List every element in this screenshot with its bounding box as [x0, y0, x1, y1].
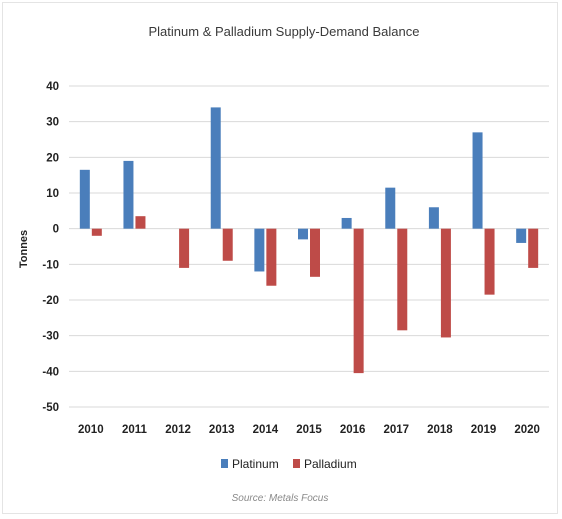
- y-tick-label: 10: [46, 188, 59, 200]
- x-tick-labels: 2010 2011 2012 2013 2014 2015 2016 2017 2018 2019…: [78, 424, 540, 436]
- x-tick-label: 2020: [514, 424, 540, 436]
- bar-palladium-2013: [222, 228, 233, 261]
- bar-platinum-2014: [254, 228, 265, 272]
- y-tick-label: 40: [46, 81, 59, 93]
- bar-palladium-2016: [353, 228, 364, 374]
- x-tick-label: 2016: [340, 424, 366, 436]
- bar-palladium-2018: [440, 228, 451, 338]
- x-tick-label: 2012: [165, 424, 191, 436]
- y-tick-label: -50: [42, 402, 59, 414]
- bar-palladium-2010: [91, 228, 102, 236]
- bar-palladium-2012: [179, 228, 190, 268]
- bar-chart: Platinum & Palladium Supply-Demand Balan…: [18, 24, 549, 504]
- x-tick-label: 2013: [209, 424, 235, 436]
- bar-platinum-2010: [79, 169, 90, 229]
- y-axis-label: Tonnes: [18, 230, 30, 268]
- x-tick-label: 2011: [122, 424, 148, 436]
- legend-label-platinum: Platinum: [232, 457, 279, 471]
- x-tick-label: 2018: [427, 424, 453, 436]
- x-tick-label: 2014: [253, 424, 279, 436]
- y-tick-label: -40: [42, 366, 59, 378]
- chart-card: Platinum & Palladium Supply-Demand Balan…: [2, 2, 558, 514]
- bar-palladium-2019: [484, 228, 495, 295]
- x-tick-label: 2010: [78, 424, 104, 436]
- bar-platinum-2017: [385, 187, 396, 229]
- bar-palladium-2015: [310, 228, 320, 277]
- chart-title: Platinum & Palladium Supply-Demand Balan…: [149, 24, 420, 39]
- bar-platinum-2013: [210, 107, 221, 229]
- y-tick-labels: 40 30 20 10 0 -10 -20 -30 -40 -50: [42, 81, 59, 414]
- bar-platinum-2020: [516, 228, 527, 243]
- x-tick-label: 2019: [471, 424, 497, 436]
- y-tick-label: 20: [46, 152, 59, 164]
- x-tick-label: 2015: [296, 424, 322, 436]
- bar-palladium-2011: [135, 216, 146, 229]
- bar-palladium-2020: [528, 228, 539, 268]
- bar-platinum-2011: [123, 160, 134, 229]
- bar-platinum-2015: [298, 228, 308, 240]
- legend-swatch-palladium: [293, 459, 300, 468]
- y-tick-label: -30: [42, 331, 59, 343]
- gridlines: [69, 85, 549, 408]
- bar-platinum-2018: [428, 207, 439, 229]
- bars: [79, 107, 539, 374]
- legend-swatch-platinum: [221, 459, 228, 468]
- x-tick-label: 2017: [383, 424, 409, 436]
- bar-platinum-2019: [472, 132, 483, 229]
- y-tick-label: 30: [46, 117, 59, 129]
- legend: Platinum Palladium: [221, 457, 357, 471]
- y-tick-label: 0: [53, 224, 59, 236]
- bar-platinum-2016: [341, 217, 352, 229]
- source-note: Source: Metals Focus: [232, 493, 329, 504]
- y-tick-label: -20: [42, 295, 59, 307]
- y-tick-label: -10: [42, 259, 59, 271]
- legend-label-palladium: Palladium: [304, 457, 357, 471]
- bar-palladium-2014: [266, 228, 277, 286]
- bar-palladium-2017: [397, 228, 408, 331]
